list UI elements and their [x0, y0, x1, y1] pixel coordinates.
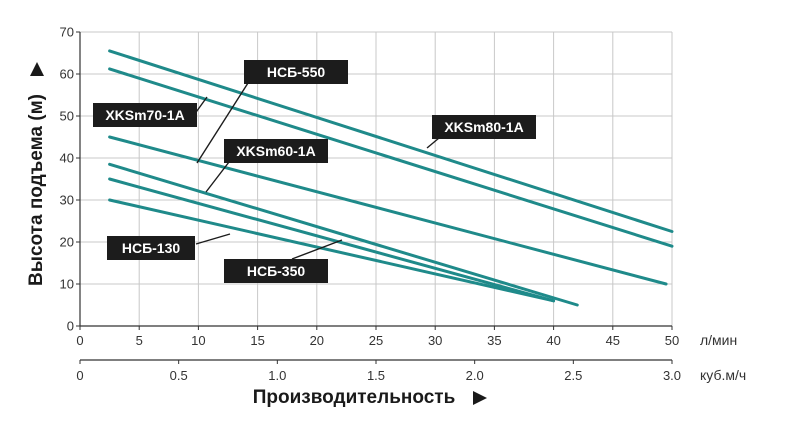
x2-tick-labels: 0 0.5 1.0 1.5 2.0 2.5 3.0 [76, 360, 681, 383]
x2-unit-label: куб.м/ч [700, 367, 746, 383]
series-label-leader-4 [291, 239, 343, 260]
y-tick-label-5: 50 [60, 109, 74, 124]
series-line-1 [108, 67, 674, 248]
x2-tick-label-2: 1.0 [268, 368, 286, 383]
x2-tick-label-4: 2.0 [466, 368, 484, 383]
x-tick-label-9: 45 [606, 333, 620, 348]
grid [79, 31, 673, 327]
y-tick-label-2: 20 [60, 235, 74, 250]
y-tick-label-1: 10 [60, 277, 74, 292]
y-tick-label-6: 60 [60, 67, 74, 82]
series-label-box-0 [432, 115, 536, 139]
series-label-4: НСБ-350 [247, 263, 306, 279]
x-unit-label: л/мин [700, 332, 737, 348]
x-tick-label-4: 20 [310, 333, 324, 348]
series-label-5: НСБ-130 [122, 240, 181, 256]
y-axis-title: Высота подъема (м) [26, 62, 47, 286]
x-tick-label-0: 0 [76, 333, 83, 348]
x2-tick-label-3: 1.5 [367, 368, 385, 383]
x-tick-label-6: 30 [428, 333, 442, 348]
y-tick-label-7: 70 [60, 25, 74, 40]
series-label-box-5 [107, 236, 195, 260]
x2-tick-label-1: 0.5 [170, 368, 188, 383]
series-line-0 [108, 49, 674, 233]
label-leaders [193, 82, 440, 260]
x-tick-label-2: 10 [191, 333, 205, 348]
series-label-box-2 [224, 139, 328, 163]
y-tick-label-4: 40 [60, 151, 74, 166]
x-axis-title: Производительность [253, 387, 487, 408]
x-tick-label-1: 5 [136, 333, 143, 348]
svg-text:Производительность: Производительность [253, 387, 456, 408]
y-tick-labels: 0 10 20 30 40 50 60 70 [60, 25, 80, 334]
x-tick-label-3: 15 [250, 333, 264, 348]
series-lines [108, 49, 674, 307]
y-tick-label-3: 30 [60, 193, 74, 208]
x2-tick-label-0: 0 [76, 368, 83, 383]
x-tick-labels: 0 5 10 15 20 25 30 35 40 45 50 [76, 326, 679, 348]
series-label-3: НСБ-550 [267, 64, 326, 80]
x2-tick-label-5: 2.5 [564, 368, 582, 383]
series-line-2 [108, 135, 668, 286]
x-tick-label-7: 35 [487, 333, 501, 348]
series-labels: XKSm80-1A XKSm70-1A XKSm60-1A НСБ-550 НСБ-35… [93, 60, 536, 283]
x-tick-label-8: 40 [546, 333, 560, 348]
x-tick-label-5: 25 [369, 333, 383, 348]
series-line-5 [108, 198, 556, 303]
x-axis-arrow-icon [473, 391, 487, 405]
series-line-3 [108, 162, 579, 307]
series-label-leader-3 [196, 82, 249, 164]
series-label-leader-0 [426, 137, 440, 149]
series-label-leader-5 [195, 233, 231, 245]
series-label-box-1 [93, 103, 197, 127]
x-tick-label-10: 50 [665, 333, 679, 348]
svg-text:Высота подъема (м): Высота подъема (м) [26, 94, 47, 286]
series-label-0: XKSm80-1A [444, 119, 523, 135]
series-label-box-3 [244, 60, 348, 84]
y-axis-arrow-icon [30, 62, 44, 76]
series-label-leader-2 [205, 161, 230, 193]
series-label-2: XKSm60-1A [236, 143, 315, 159]
series-label-1: XKSm70-1A [105, 107, 184, 123]
series-line-4 [108, 177, 556, 303]
x2-tick-label-6: 3.0 [663, 368, 681, 383]
y-tick-label-0: 0 [67, 319, 74, 334]
series-label-box-4 [224, 259, 328, 283]
